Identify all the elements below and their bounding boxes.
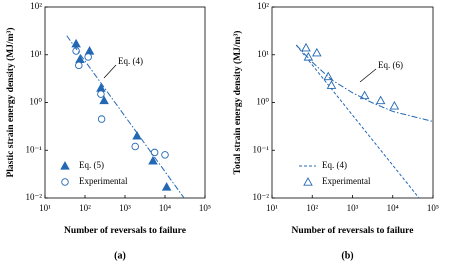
marker [301,42,311,52]
x-tick-label: 10⁴ [387,203,399,213]
marker [150,148,159,157]
x-tick-label: 10¹ [39,203,51,213]
y-tick-label: 10² [257,1,269,11]
series-line [66,35,185,199]
x-tick-label: 10⁴ [159,203,171,213]
x-axis-label: Number of reversals to failure [292,226,414,236]
marker [84,46,95,55]
legend-label: Experimental [322,176,371,186]
marker [71,38,81,48]
series-line [295,44,420,199]
marker [72,47,80,55]
y-tick-label: 10⁰ [29,97,42,107]
subplot: 10¹ 10² 10³ 10⁴ 10⁵ 10⁻² 10⁻¹ 10⁰ 10¹ 10² Number o… [5,1,211,261]
x-tick-label: 10¹ [266,203,278,213]
marker [161,151,169,159]
x-tick-label: 10⁵ [427,203,439,213]
marker [323,71,334,81]
marker [75,54,85,64]
marker [84,53,92,61]
y-axis-label: Total strain energy density (MJ/m³) [232,31,243,175]
annotation-leader [103,64,117,79]
legend-label: Eq. (5) [79,160,104,170]
annotation: Eq. (6) [378,60,403,70]
y-tick-label: 10² [30,1,42,11]
x-tick-label: 10³ [119,203,131,213]
series-line [295,44,434,122]
y-tick-label: 10⁻¹ [253,144,270,154]
marker [389,100,400,110]
y-tick-label: 10¹ [257,49,269,59]
marker [375,95,386,105]
x-tick-label: 10² [306,203,318,213]
y-tick-label: 10⁻² [253,192,270,202]
y-axis-label: Plastic strain energy density (MJ/m³) [5,27,16,177]
legend-box [53,156,133,192]
marker [131,142,139,151]
x-axis-label: Number of reversals to failure [64,226,186,236]
subplot: 10¹ 10² 10³ 10⁴ 10⁵ 10⁻² 10⁻¹ 10⁰ 10¹ 10² Number o… [232,1,439,261]
y-tick-label: 10⁰ [256,97,269,107]
legend-swatch [60,161,70,170]
x-tick-label: 10³ [347,203,359,213]
marker [96,83,106,92]
legend-label: Eq. (4) [322,160,347,170]
marker [97,90,105,98]
caption: (b) [341,250,353,261]
x-tick-label: 10² [79,203,91,213]
marker [359,90,370,100]
marker [75,61,83,70]
marker [326,80,337,89]
marker [312,47,322,57]
y-tick-label: 10⁻¹ [26,144,43,154]
legend-swatch [61,178,69,186]
caption: (a) [114,250,126,261]
legend-label: Experimental [79,176,128,186]
y-tick-label: 10¹ [30,49,42,59]
y-tick-label: 10⁻² [26,192,43,202]
legend-swatch [303,177,313,186]
marker [99,95,109,105]
marker [303,52,314,61]
x-tick-label: 10⁵ [199,203,211,213]
marker [148,155,158,165]
marker [161,182,172,191]
annotation-leader [359,68,377,83]
marker [97,115,106,123]
annotation: Eq. (4) [118,56,143,66]
legend-box [296,156,376,192]
